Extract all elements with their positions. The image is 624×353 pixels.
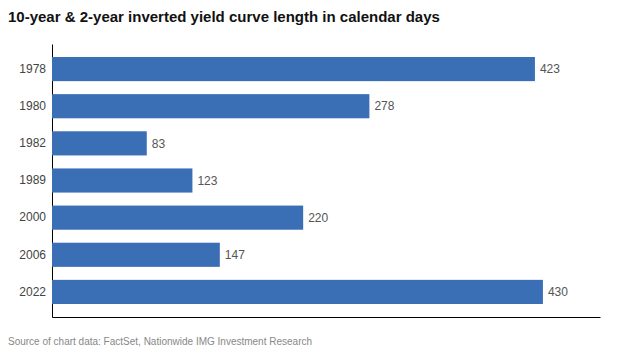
y-tick-label: 1989 [19, 173, 46, 187]
y-tick: 1989 [19, 173, 52, 187]
data-label: 123 [197, 174, 217, 188]
y-tick: 1982 [19, 136, 52, 150]
y-tick-label: 2006 [19, 248, 46, 262]
data-label: 278 [374, 99, 394, 113]
y-axis: 1978 1980 1982 1989 2000 2006 2022 [19, 45, 52, 318]
y-tick: 2006 [19, 248, 52, 262]
x-axis-line [53, 317, 601, 318]
x-axis [53, 317, 601, 318]
bar [52, 94, 369, 118]
y-tick-label: 1978 [19, 62, 46, 76]
footnote: Source of chart data: FactSet, Nationwid… [8, 336, 312, 347]
chart: 10-year & 2-year inverted yield curve le… [0, 0, 624, 353]
bar [52, 57, 535, 81]
data-labels: 423 278 83 123 220 147 430 [152, 62, 569, 299]
y-tick-label: 2022 [19, 285, 46, 299]
bar [52, 243, 220, 267]
bar [52, 280, 543, 304]
plot: 1978 1980 1982 1989 2000 2006 2022 423 278 83 123 2… [19, 45, 600, 318]
bar [52, 206, 303, 230]
data-label: 83 [152, 137, 166, 151]
y-tick: 1980 [19, 99, 52, 113]
y-tick: 1978 [19, 62, 52, 76]
title: 10-year & 2-year inverted yield curve le… [8, 8, 440, 25]
bars [52, 57, 543, 304]
data-label: 147 [225, 248, 245, 262]
data-label: 430 [548, 285, 568, 299]
y-tick-label: 2000 [19, 210, 46, 224]
bar [52, 168, 192, 192]
y-tick-label: 1980 [19, 99, 46, 113]
y-tick-label: 1982 [19, 136, 46, 150]
y-tick: 2000 [19, 210, 52, 224]
data-label: 423 [540, 62, 560, 76]
data-label: 220 [308, 211, 328, 225]
bar [52, 131, 147, 155]
y-tick: 2022 [19, 285, 52, 299]
